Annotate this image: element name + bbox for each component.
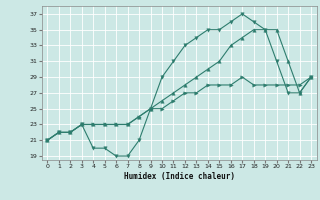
X-axis label: Humidex (Indice chaleur): Humidex (Indice chaleur) <box>124 172 235 181</box>
